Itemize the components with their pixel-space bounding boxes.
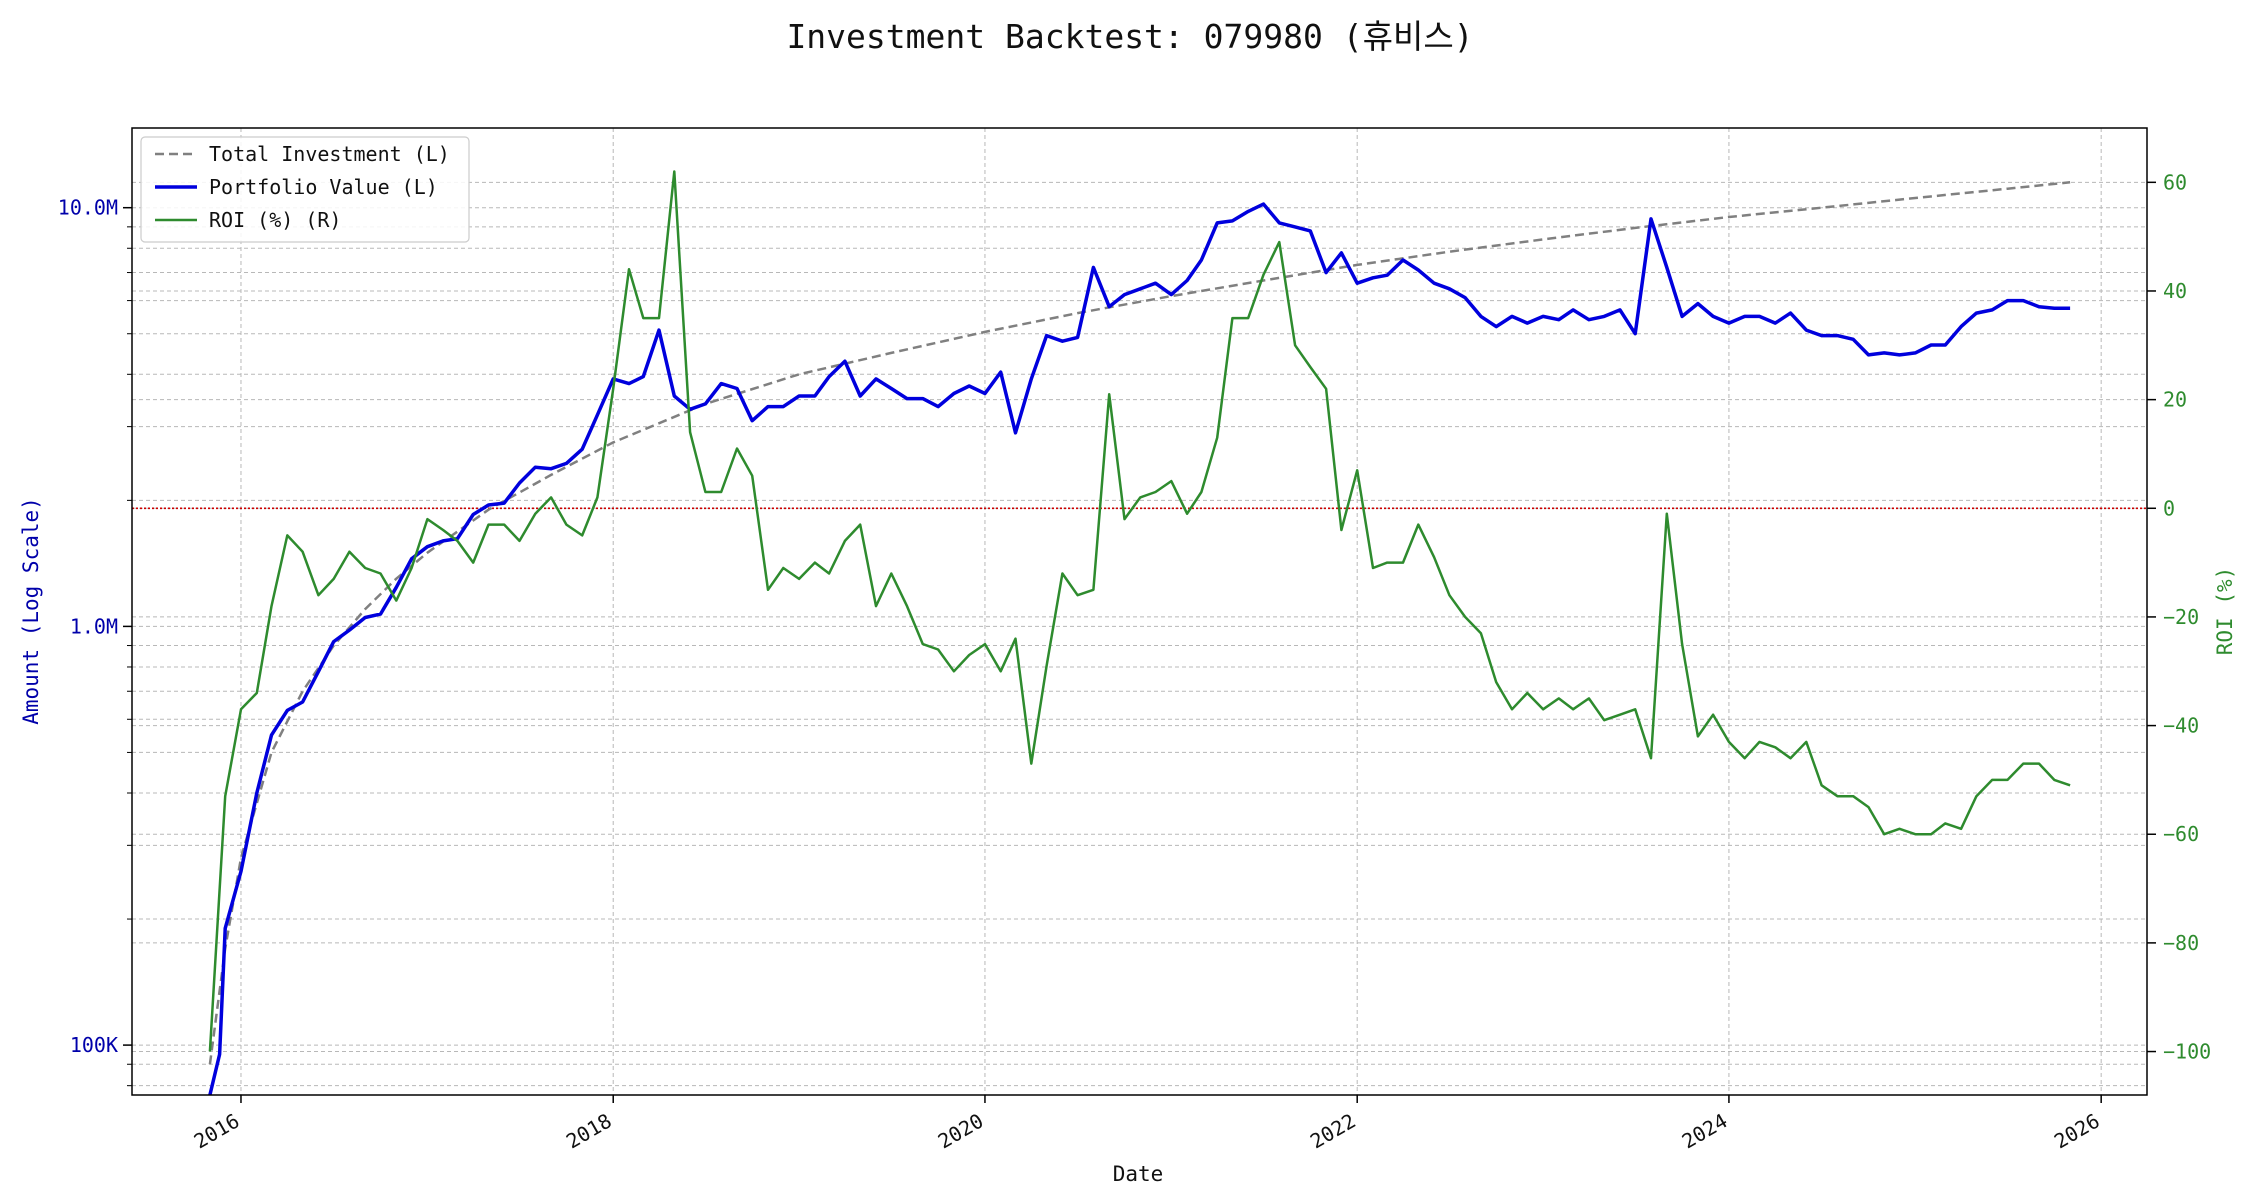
legend-label-portfolio-value: Portfolio Value (L) [209,175,438,199]
legend-label-total-investment: Total Investment (L) [209,142,450,166]
legend-label-roi: ROI (%) (R) [209,208,341,232]
right-tick-label: 0 [2163,496,2175,520]
x-tick-label: 2020 [934,1109,988,1154]
x-axis-ticks: 2016 2018 2020 2022 2024 2026 [190,1095,2104,1153]
x-tick-label: 2016 [190,1109,244,1154]
left-tick-label: 1.0M [70,614,118,638]
x-tick-label: 2026 [2050,1109,2104,1154]
x-axis-label: Date [1113,1162,1164,1186]
grid-lines [132,128,2147,1095]
plot-area-frame [131,127,2148,1096]
right-tick-label: −100 [2163,1040,2211,1064]
right-tick-label: −20 [2163,605,2199,629]
series-roi [208,170,2071,1052]
right-axis-label: ROI (%) [2213,567,2237,656]
series-portfolio-value [208,202,2071,1096]
right-axis-ticks: −100 −80 −60 −40 −20 0 20 40 60 [2147,170,2211,1064]
right-tick-label: 20 [2163,388,2187,412]
legend: Total Investment (L) Portfolio Value (L)… [140,136,470,243]
x-tick-label: 2018 [562,1109,616,1154]
left-tick-label: 10.0M [58,196,118,220]
right-tick-label: 40 [2163,279,2187,303]
right-tick-label: −60 [2163,822,2199,846]
x-tick-label: 2024 [1678,1109,1732,1154]
legend-box [140,136,470,243]
chart-title: Investment Backtest: 079980 (휴비스) [786,17,1473,56]
left-axis-label: Amount (Log Scale) [19,497,43,725]
right-tick-label: −40 [2163,714,2199,738]
series-lines [208,170,2071,1096]
right-tick-label: −80 [2163,931,2199,955]
left-axis-ticks: 100K 1.0M 10.0M [58,196,132,1087]
right-tick-label: 60 [2163,170,2187,194]
left-tick-label: 100K [70,1033,118,1057]
x-tick-label: 2022 [1306,1109,1360,1154]
